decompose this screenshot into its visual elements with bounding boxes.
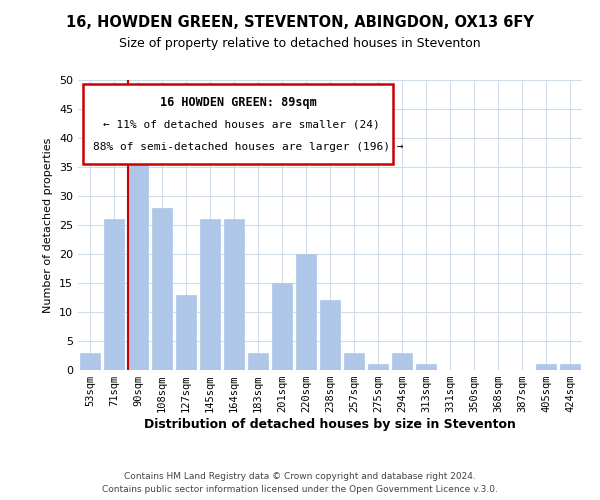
FancyBboxPatch shape <box>83 84 393 164</box>
Text: 16 HOWDEN GREEN: 89sqm: 16 HOWDEN GREEN: 89sqm <box>160 96 316 109</box>
Text: Size of property relative to detached houses in Steventon: Size of property relative to detached ho… <box>119 38 481 51</box>
Y-axis label: Number of detached properties: Number of detached properties <box>43 138 53 312</box>
Bar <box>296 254 316 370</box>
Bar <box>344 352 364 370</box>
Bar <box>128 126 148 370</box>
Bar <box>272 283 292 370</box>
Text: 16, HOWDEN GREEN, STEVENTON, ABINGDON, OX13 6FY: 16, HOWDEN GREEN, STEVENTON, ABINGDON, O… <box>66 15 534 30</box>
Bar <box>392 352 412 370</box>
X-axis label: Distribution of detached houses by size in Steventon: Distribution of detached houses by size … <box>144 418 516 431</box>
Bar <box>200 219 220 370</box>
Bar <box>536 364 556 370</box>
Bar <box>104 219 124 370</box>
Bar <box>224 219 244 370</box>
Bar <box>320 300 340 370</box>
Bar <box>416 364 436 370</box>
Text: Contains public sector information licensed under the Open Government Licence v.: Contains public sector information licen… <box>102 485 498 494</box>
Text: ← 11% of detached houses are smaller (24): ← 11% of detached houses are smaller (24… <box>103 119 380 129</box>
Bar <box>80 352 100 370</box>
Bar <box>368 364 388 370</box>
Bar <box>176 294 196 370</box>
Bar <box>152 208 172 370</box>
Text: 88% of semi-detached houses are larger (196) →: 88% of semi-detached houses are larger (… <box>93 142 404 152</box>
Text: Contains HM Land Registry data © Crown copyright and database right 2024.: Contains HM Land Registry data © Crown c… <box>124 472 476 481</box>
Bar <box>560 364 580 370</box>
Bar <box>248 352 268 370</box>
